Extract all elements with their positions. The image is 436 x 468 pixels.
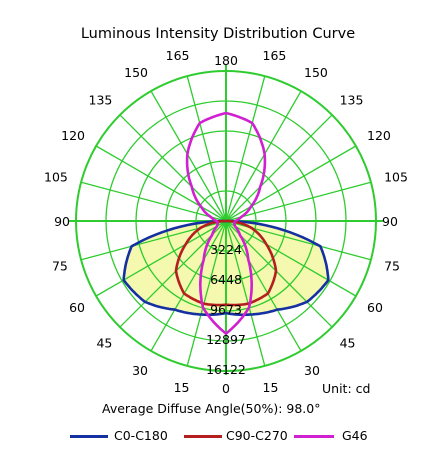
angle-label-right-90: 90 [382, 214, 398, 229]
angle-label-right-0: 0 [222, 381, 230, 396]
radial-tick-16122: 16122 [206, 362, 246, 377]
radial-tick-12897: 12897 [206, 332, 246, 347]
angle-label-right-45: 45 [340, 336, 356, 351]
grid-spoke-120-left [95, 145, 227, 222]
grid-spoke-15-left [186, 220, 227, 367]
grid-layer [69, 65, 383, 375]
legend-swatch-c0-c180 [70, 435, 108, 438]
legend-label-g46: G46 [342, 428, 368, 443]
label-layer: 3224 6448 9673 12897 16122 0 15 30 45 60 75 90 105 12… [44, 48, 408, 396]
average-diffuse-angle: Average Diffuse Angle(50%): 98.0° [102, 401, 321, 416]
angle-label-left-135: 135 [89, 92, 113, 107]
grid-spoke-105-left [80, 181, 227, 222]
angle-label-left-30: 30 [132, 363, 148, 378]
angle-label-right-120: 120 [367, 128, 391, 143]
chart-title: Luminous Intensity Distribution Curve [80, 26, 356, 42]
legend-swatch-g46 [294, 435, 334, 438]
unit-label: Unit: cd [322, 381, 371, 396]
grid-spoke-60-left [95, 220, 227, 297]
angle-label-left-15: 15 [174, 380, 190, 395]
angle-label-right-150: 150 [304, 65, 328, 80]
grid-spoke-165-left [186, 75, 227, 222]
angle-label-left-90: 90 [54, 214, 70, 229]
angle-label-right-180: 180 [214, 53, 238, 68]
grid-spoke-30-right [225, 220, 302, 352]
angle-label-left-150: 150 [124, 65, 148, 80]
legend-label-c0-c180: C0-C180 [114, 428, 168, 443]
grid-spoke-60-right [225, 220, 357, 297]
angle-label-left-120: 120 [61, 128, 85, 143]
series-g46 [185, 111, 267, 335]
angle-label-right-30: 30 [304, 363, 320, 378]
grid-spoke-165-right [225, 75, 266, 222]
radial-tick-6448: 6448 [210, 272, 242, 287]
grid-spoke-30-left [150, 220, 227, 352]
grid-spoke-45-right [225, 220, 333, 328]
angle-label-right-105: 105 [384, 170, 408, 185]
grid-spoke-45-left [119, 220, 227, 328]
angle-label-left-165: 165 [166, 48, 190, 63]
angle-label-left-60: 60 [69, 300, 85, 315]
angle-label-left-105: 105 [44, 170, 68, 185]
series-layer [122, 111, 330, 335]
legend-label-c90-c270: C90-C270 [226, 428, 288, 443]
angle-label-left-45: 45 [96, 336, 112, 351]
angle-label-left-75: 75 [52, 259, 68, 274]
grid-spoke-120-right [225, 145, 357, 222]
grid-spoke-15-right [225, 220, 266, 367]
radial-tick-3224: 3224 [210, 242, 242, 257]
legend-swatch-c90-c270 [184, 435, 222, 438]
angle-label-right-60: 60 [367, 300, 383, 315]
grid-spoke-105-right [225, 181, 372, 222]
angle-label-right-135: 135 [340, 92, 364, 107]
radial-tick-9673: 9673 [210, 302, 242, 317]
angle-label-right-75: 75 [384, 259, 400, 274]
angle-label-right-15: 15 [263, 380, 279, 395]
grid-spoke-135-left [119, 114, 227, 222]
grid-spoke-135-right [225, 114, 333, 222]
angle-label-right-165: 165 [263, 48, 287, 63]
legend: C0-C180 C90-C270 G46 [0, 426, 436, 446]
series-c90-c270 [174, 219, 278, 307]
